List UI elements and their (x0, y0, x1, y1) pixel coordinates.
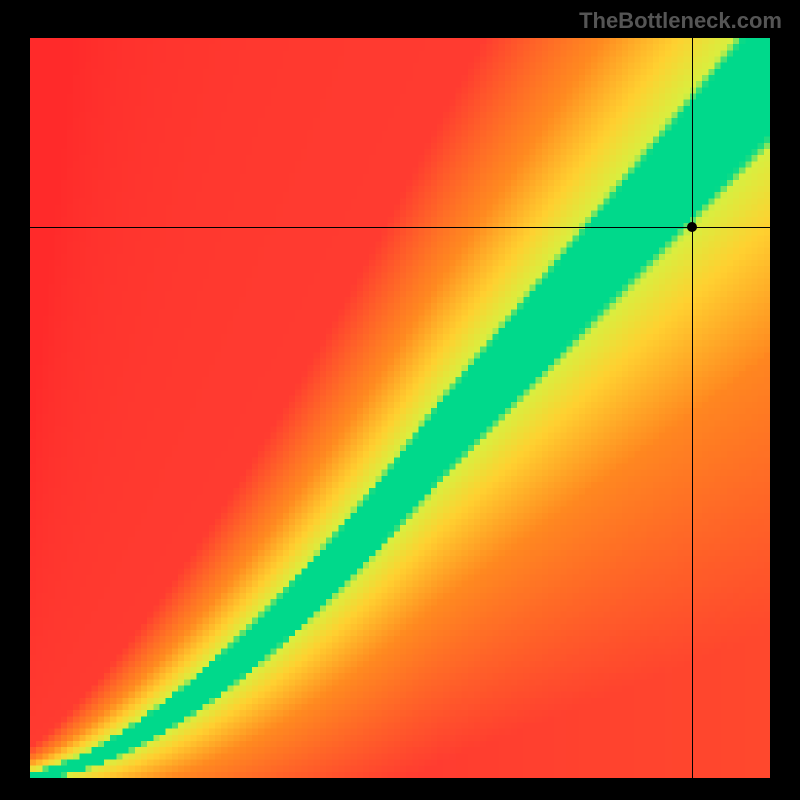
crosshair-vertical-line (692, 38, 693, 778)
bottleneck-heatmap (30, 38, 770, 778)
crosshair-marker (687, 222, 697, 232)
crosshair-horizontal-line (30, 227, 770, 228)
watermark-text: TheBottleneck.com (579, 8, 782, 34)
